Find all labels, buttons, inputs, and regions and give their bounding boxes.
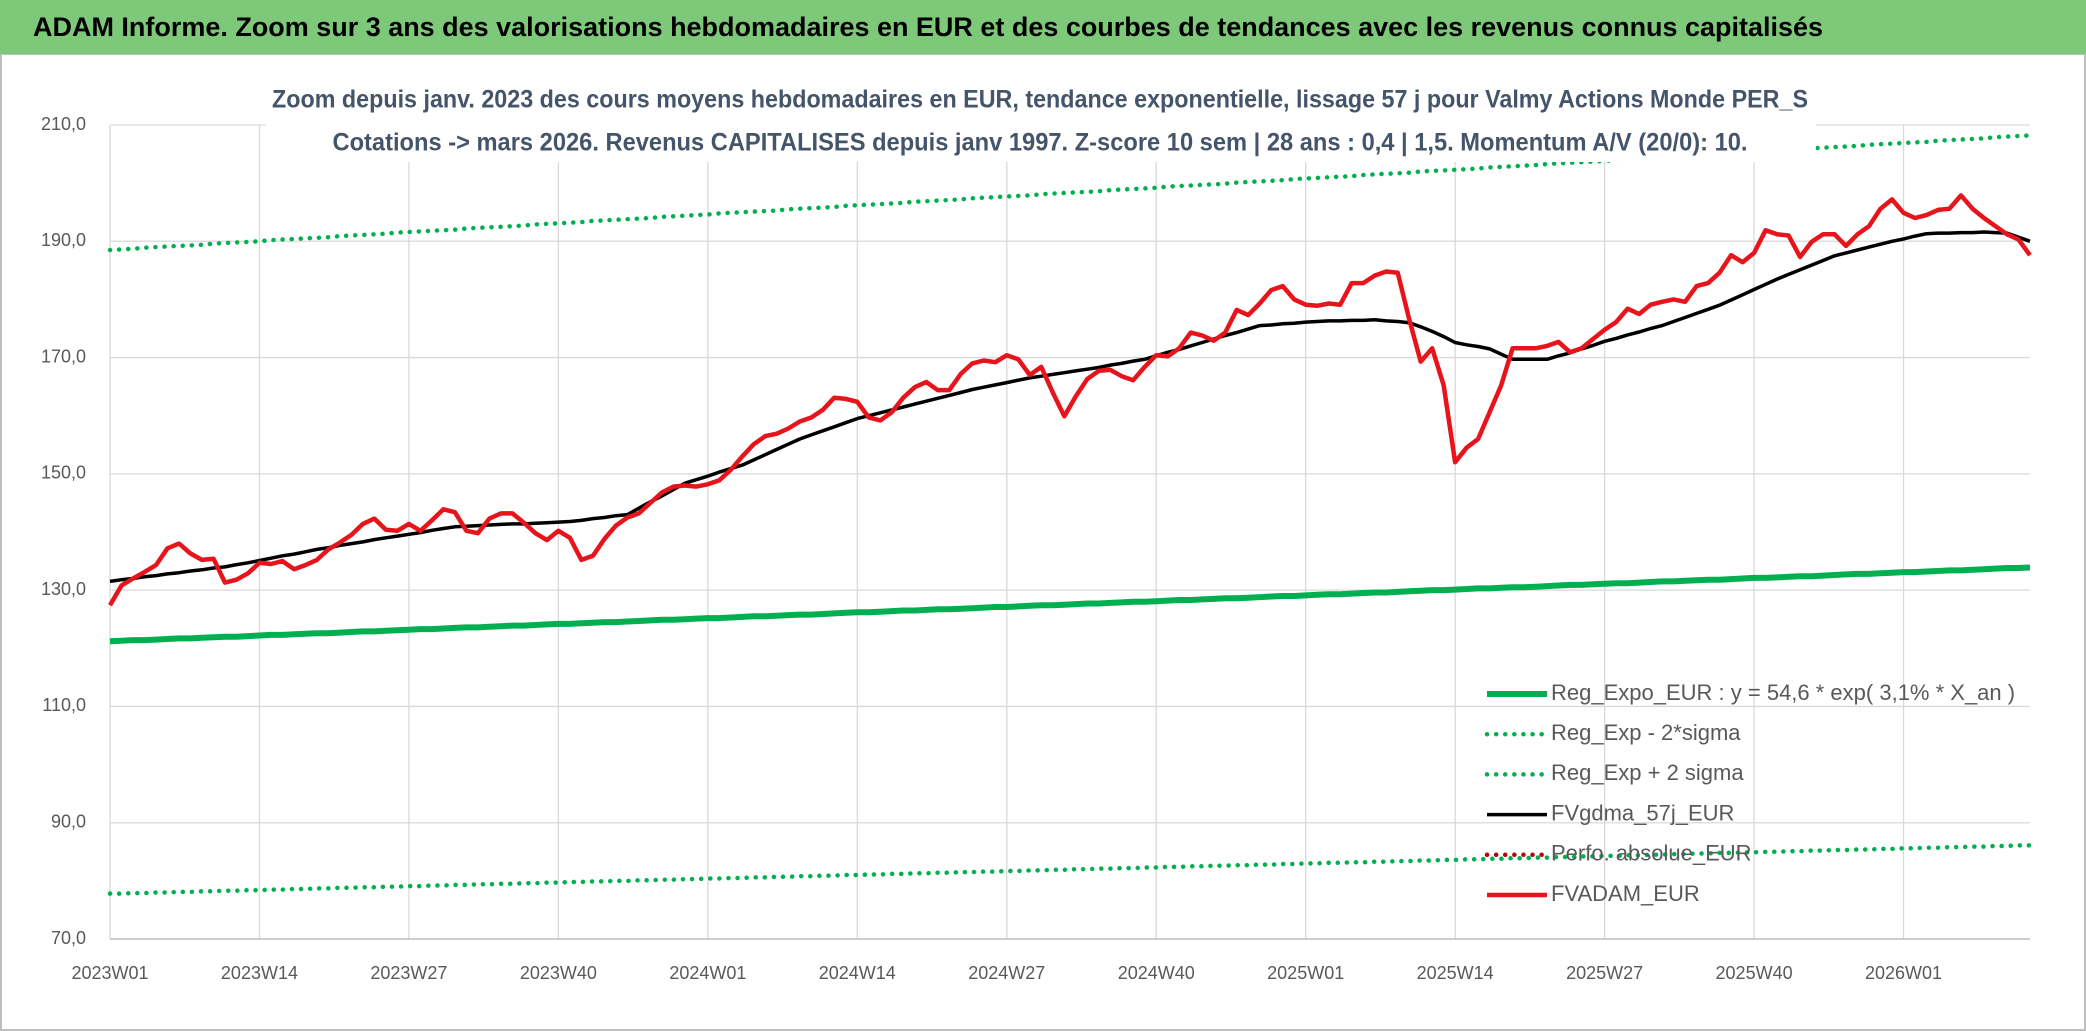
x-tick-label: 2025W40: [1716, 963, 1793, 983]
y-tick-label: 170,0: [41, 346, 86, 366]
y-tick-label: 210,0: [41, 114, 86, 134]
banner: [0, 0, 2086, 54]
x-tick-label: 2024W40: [1118, 963, 1195, 983]
series-line: [109, 230, 2031, 584]
series-line: [107, 843, 2033, 896]
y-tick-label: 90,0: [51, 811, 86, 831]
legend-label: FVgdma_57j_EUR: [1551, 800, 1734, 825]
x-tick-label: 2025W01: [1267, 963, 1344, 983]
legend-label: Reg_Expo_EUR : y = 54,6 * exp( 3,1% * X_…: [1551, 680, 2015, 705]
y-tick-label: 130,0: [41, 579, 86, 599]
x-tick-label: 2025W27: [1566, 963, 1643, 983]
x-tick-label: 2024W14: [819, 963, 896, 983]
legend-label: Perfo. absolue_EUR: [1551, 841, 1752, 866]
x-tick-label: 2024W27: [968, 963, 1045, 983]
plot-area: 70,0 90,0 110,0 130,0 150,0 170,0 190,0 210,0 20…: [41, 114, 2033, 983]
y-tick-label: 70,0: [51, 928, 86, 948]
x-tick-label: 2023W27: [370, 963, 447, 983]
x-tick-label: 2025W14: [1417, 963, 1494, 983]
x-tick-label: 2023W01: [71, 963, 148, 983]
x-tick-label: 2023W14: [221, 963, 298, 983]
series-line: [108, 193, 2032, 607]
x-tick-label: 2024W01: [669, 963, 746, 983]
y-tick-label: 110,0: [42, 695, 86, 715]
y-tick-label: 150,0: [41, 463, 86, 483]
chart-title: Zoom depuis janv. 2023 des cours moyens …: [272, 86, 1808, 114]
legend-label: FVADAM_EUR: [1551, 881, 1700, 906]
title-box: [266, 78, 1816, 162]
legend-label: Reg_Exp - 2*sigma: [1551, 720, 1741, 745]
legend: Reg_Expo_EUR : y = 54,6 * exp( 3,1% * X_…: [1484, 680, 2015, 906]
x-tick-label: 2023W40: [520, 963, 597, 983]
x-tick-label: 2026W01: [1865, 963, 1942, 983]
series-line: [109, 564, 2031, 645]
chart-subtitle: Cotations -> mars 2026. Revenus CAPITALI…: [333, 129, 1748, 157]
legend-label: Reg_Exp + 2 sigma: [1551, 760, 1744, 785]
y-tick-label: 190,0: [41, 230, 86, 250]
banner-title: ADAM Informe. Zoom sur 3 ans des valoris…: [33, 12, 1823, 42]
